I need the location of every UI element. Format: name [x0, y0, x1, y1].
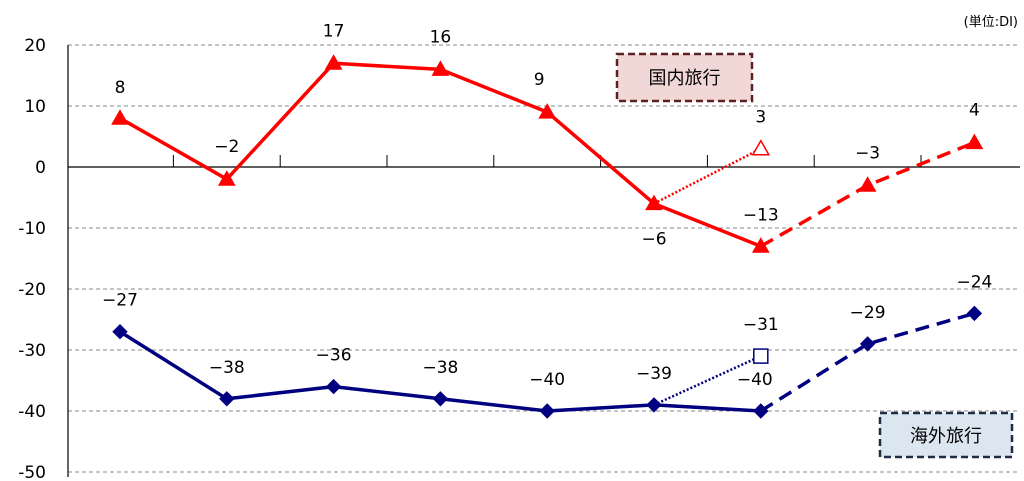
domestic-data-label: 16 — [430, 27, 452, 47]
overseas-legend-box: 海外旅行 — [878, 411, 1014, 459]
overseas-data-label: −38 — [209, 358, 245, 378]
overseas-data-label: −38 — [422, 358, 458, 378]
domestic-point — [645, 194, 663, 211]
overseas-point — [753, 403, 769, 419]
overseas-point — [539, 403, 555, 419]
domestic-data-label: 17 — [323, 21, 345, 41]
domestic-legend-label: 国内旅行 — [649, 68, 721, 89]
domestic-data-label: −6 — [641, 230, 666, 250]
y-tick-label: -50 — [18, 463, 46, 481]
overseas-point — [859, 336, 876, 352]
gridlines — [68, 44, 1020, 473]
overseas-data-label: −36 — [316, 346, 352, 366]
y-tick-label: -10 — [18, 219, 46, 239]
overseas-point — [646, 397, 662, 413]
overseas-point — [325, 378, 342, 395]
y-tick-label: -20 — [18, 280, 46, 300]
unit-label: (単位:DI) — [964, 14, 1018, 30]
y-tick-label: 10 — [24, 97, 46, 117]
overseas-point — [219, 391, 235, 407]
domestic-point — [111, 109, 129, 125]
series — [111, 54, 984, 419]
overseas-data-label: −40 — [737, 370, 773, 390]
domestic-point — [538, 103, 557, 119]
domestic-legend-box: 国内旅行 — [615, 52, 754, 103]
overseas-legend-box-frame — [878, 411, 1014, 459]
y-tick-label: -40 — [18, 402, 46, 422]
domestic-data-label: 9 — [534, 70, 545, 90]
overseas-alt-point — [753, 348, 769, 364]
domestic-data-label: −13 — [743, 205, 779, 225]
overseas-data-label: −40 — [529, 370, 565, 390]
overseas-series-forecast-line — [759, 311, 975, 413]
overseas-point — [112, 323, 128, 340]
y-tick-label: 20 — [24, 36, 46, 56]
domestic-data-label: 8 — [115, 78, 126, 98]
domestic-data-label: −3 — [855, 143, 880, 163]
domestic-point — [751, 237, 770, 253]
domestic-data-label: 4 — [969, 101, 980, 121]
domestic-point — [324, 54, 343, 70]
overseas-legend-label: 海外旅行 — [910, 426, 982, 447]
domestic-data-label: −2 — [214, 137, 239, 157]
y-tick-labels: 20 10 0 -10 -20 -30 -40 -50 — [18, 36, 46, 481]
domestic-alt-point — [751, 139, 771, 156]
domestic-point — [431, 60, 450, 76]
y-tick-label: 0 — [35, 158, 46, 178]
overseas-data-label: −39 — [636, 364, 672, 384]
overseas-data-label: −29 — [850, 303, 886, 323]
axes — [67, 45, 1020, 477]
data-labels: 8 −2 17 16 9 −6 −13 −3 4 3 −27 −38 −36 −38 −40 −39 −40 −2… — [102, 21, 992, 390]
overseas-point — [966, 305, 983, 322]
domestic-legend-box-frame — [615, 52, 754, 103]
y-tick-label: -30 — [18, 341, 46, 361]
domestic-alt-data-label: 3 — [755, 108, 766, 128]
domestic-point — [965, 133, 984, 150]
overseas-data-label: −24 — [956, 272, 992, 292]
overseas-point — [432, 391, 449, 407]
overseas-alt-data-label: −31 — [743, 315, 779, 335]
domestic-alt-line — [653, 147, 762, 205]
domestic-point — [217, 170, 236, 186]
overseas-alt-line — [653, 354, 762, 407]
domestic-point — [858, 176, 877, 192]
overseas-data-label: −27 — [102, 291, 138, 311]
